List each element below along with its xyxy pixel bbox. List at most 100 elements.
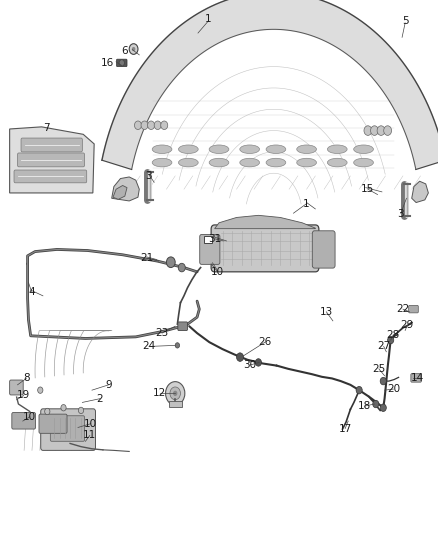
Circle shape <box>255 359 261 366</box>
Circle shape <box>384 126 392 135</box>
Text: 7: 7 <box>42 123 49 133</box>
Circle shape <box>161 121 168 130</box>
Circle shape <box>134 121 141 130</box>
Circle shape <box>356 386 362 394</box>
Circle shape <box>119 60 124 66</box>
FancyBboxPatch shape <box>12 413 35 429</box>
Circle shape <box>364 126 372 135</box>
Ellipse shape <box>179 145 198 154</box>
Text: 26: 26 <box>258 337 272 347</box>
Text: 10: 10 <box>211 267 224 277</box>
Circle shape <box>38 387 43 393</box>
Text: 17: 17 <box>339 424 352 433</box>
Circle shape <box>129 44 138 54</box>
Text: 10: 10 <box>84 419 97 429</box>
Circle shape <box>373 400 379 408</box>
Ellipse shape <box>152 158 172 167</box>
Text: 29: 29 <box>401 320 414 330</box>
Circle shape <box>237 353 244 361</box>
Text: 23: 23 <box>155 328 169 338</box>
Circle shape <box>371 126 378 135</box>
Text: 19: 19 <box>17 391 30 400</box>
FancyBboxPatch shape <box>21 138 82 152</box>
Text: 8: 8 <box>23 374 30 383</box>
Circle shape <box>141 121 148 130</box>
Text: 4: 4 <box>28 287 35 296</box>
Ellipse shape <box>179 158 198 167</box>
Text: 20: 20 <box>387 384 400 394</box>
FancyBboxPatch shape <box>211 225 319 272</box>
Text: 12: 12 <box>153 389 166 398</box>
Text: 6: 6 <box>121 46 128 55</box>
FancyBboxPatch shape <box>14 170 87 183</box>
FancyBboxPatch shape <box>18 153 85 167</box>
Text: 13: 13 <box>320 307 333 317</box>
Ellipse shape <box>240 145 259 154</box>
Circle shape <box>377 126 385 135</box>
Circle shape <box>154 121 161 130</box>
Circle shape <box>132 47 135 51</box>
Text: 24: 24 <box>142 342 155 351</box>
Ellipse shape <box>327 158 347 167</box>
FancyBboxPatch shape <box>411 374 421 382</box>
Text: 25: 25 <box>372 364 385 374</box>
Circle shape <box>61 405 66 411</box>
Ellipse shape <box>266 145 286 154</box>
Ellipse shape <box>327 145 347 154</box>
Polygon shape <box>102 0 438 169</box>
Circle shape <box>166 382 185 405</box>
Ellipse shape <box>353 158 373 167</box>
FancyBboxPatch shape <box>117 59 127 67</box>
Ellipse shape <box>240 158 259 167</box>
Ellipse shape <box>209 158 229 167</box>
Text: 27: 27 <box>377 342 390 351</box>
Text: 30: 30 <box>243 360 256 370</box>
Ellipse shape <box>353 145 373 154</box>
Ellipse shape <box>297 158 316 167</box>
Circle shape <box>175 343 180 348</box>
FancyBboxPatch shape <box>10 380 23 395</box>
FancyBboxPatch shape <box>178 322 187 330</box>
FancyBboxPatch shape <box>312 231 335 268</box>
Circle shape <box>148 121 155 130</box>
Polygon shape <box>113 185 127 199</box>
Circle shape <box>388 336 394 344</box>
Polygon shape <box>10 127 94 193</box>
Text: 28: 28 <box>387 330 400 340</box>
Text: 31: 31 <box>208 234 221 244</box>
Circle shape <box>173 391 177 396</box>
Text: 5: 5 <box>402 17 409 26</box>
Text: 2: 2 <box>96 394 103 403</box>
Text: 11: 11 <box>83 431 96 440</box>
Text: 1: 1 <box>205 14 212 23</box>
Polygon shape <box>412 181 428 203</box>
Bar <box>204 236 212 243</box>
Ellipse shape <box>152 145 172 154</box>
FancyBboxPatch shape <box>41 409 95 450</box>
Circle shape <box>45 408 50 415</box>
Circle shape <box>380 377 386 385</box>
FancyBboxPatch shape <box>409 305 418 313</box>
Polygon shape <box>215 215 315 229</box>
FancyBboxPatch shape <box>39 414 67 433</box>
Ellipse shape <box>209 145 229 154</box>
Bar <box>169 401 182 407</box>
FancyBboxPatch shape <box>200 235 220 264</box>
Text: 3: 3 <box>145 171 152 181</box>
Circle shape <box>170 387 180 400</box>
Circle shape <box>178 263 185 272</box>
FancyBboxPatch shape <box>50 416 85 441</box>
Text: 10: 10 <box>23 412 36 422</box>
Ellipse shape <box>297 145 316 154</box>
Text: 14: 14 <box>410 374 424 383</box>
Circle shape <box>380 404 386 411</box>
Text: 1: 1 <box>303 199 310 208</box>
Circle shape <box>166 257 175 268</box>
Text: 18: 18 <box>358 401 371 411</box>
Text: 3: 3 <box>397 209 404 219</box>
Circle shape <box>78 407 84 414</box>
Ellipse shape <box>266 158 286 167</box>
Text: 21: 21 <box>140 253 153 263</box>
Text: 16: 16 <box>101 58 114 68</box>
Text: 9: 9 <box>105 380 112 390</box>
